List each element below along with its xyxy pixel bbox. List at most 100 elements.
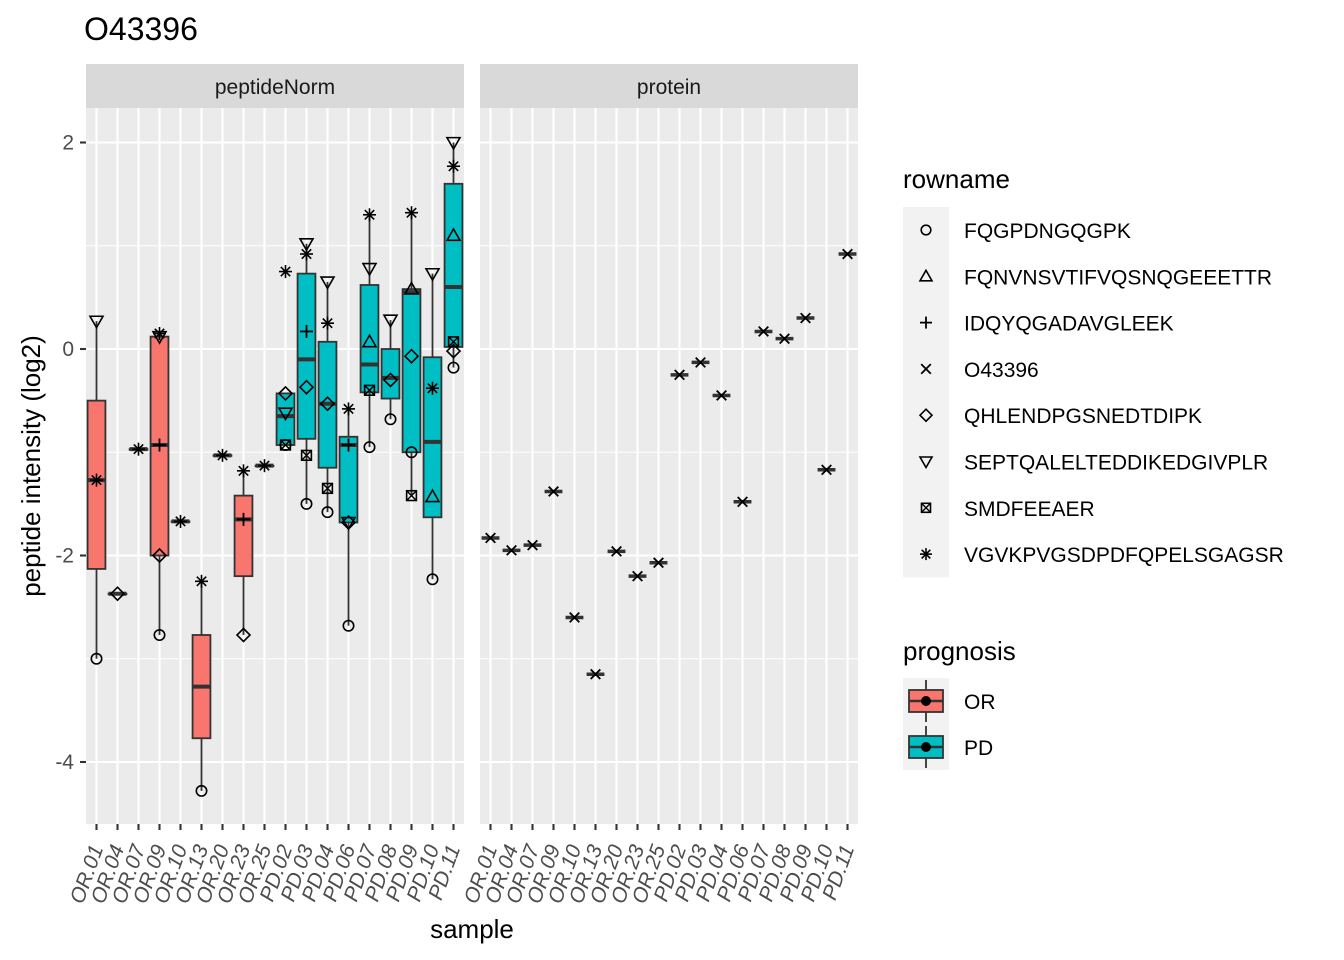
point-triangle-down (382, 314, 399, 329)
point-diamond (151, 547, 168, 564)
legend-key-triangle (918, 268, 934, 282)
point-circle (426, 573, 439, 586)
facet-panel-protein: proteinOR.01OR.04OR.07OR.09OR.10OR.13OR.… (460, 64, 859, 907)
legend-label: O43396 (964, 359, 1039, 382)
point-triangle (424, 488, 441, 503)
point-triangle (403, 281, 420, 295)
legend-key-dot (921, 742, 931, 752)
facet-strip-peptideNorm (86, 64, 464, 108)
legend-label: SEPTQALELTEDDIKEDGIVPLR (964, 452, 1268, 475)
point-diamond (382, 372, 399, 388)
box-body (422, 356, 443, 519)
legend-label: OR (964, 691, 996, 714)
point-asterisk (363, 208, 376, 222)
x-axis-title: sample (430, 914, 514, 944)
y-tick-label: 0 (62, 338, 74, 361)
point-triangle-down (277, 407, 294, 422)
protein-value-OR.23 (628, 570, 647, 582)
y-tick-label: -4 (55, 751, 74, 774)
point-circle (405, 446, 418, 459)
point-triangle-down (361, 262, 378, 277)
point-square-cross (447, 336, 460, 348)
point-diamond (235, 627, 252, 643)
box-body (296, 272, 317, 440)
y-tick-label: -2 (55, 545, 74, 568)
point-asterisk (132, 442, 145, 456)
legend-keys-background (903, 207, 949, 578)
point-cross (590, 668, 601, 680)
point-square-cross (300, 449, 313, 462)
point-cross (611, 545, 622, 557)
point-circle (300, 497, 313, 510)
protein-value-PD.06 (733, 496, 752, 508)
point-circle (90, 652, 103, 665)
protein-value-OR.09 (544, 486, 563, 497)
point-cross (632, 570, 643, 582)
box-PD.10 (422, 273, 443, 580)
point-diamond (319, 396, 336, 412)
point-diamond (445, 343, 462, 359)
point-circle (384, 413, 397, 426)
point-circle (342, 619, 355, 632)
point-cross (527, 539, 538, 551)
box-body (359, 284, 380, 394)
point-diamond (403, 348, 420, 364)
legend-label: IDQYQGADAVGLEEK (964, 313, 1174, 336)
y-axis-title: peptide intensity (log2) (16, 335, 46, 597)
point-cross (821, 464, 832, 476)
chart-title: O43396 (84, 11, 198, 47)
legend-label: SMDFEEAER (964, 498, 1095, 521)
box-body (338, 435, 359, 524)
point-asterisk (405, 206, 418, 220)
legend-title-prognosis: prognosis (903, 636, 1016, 666)
point-asterisk (216, 448, 229, 462)
point-cross (800, 312, 811, 324)
point-cross (506, 544, 517, 556)
protein-value-OR.07 (523, 539, 542, 551)
point-circle (195, 784, 208, 797)
legend-label: FQNVNSVTIFVQSNQGEEETTR (964, 266, 1272, 289)
protein-value-PD.11 (838, 248, 857, 260)
point-asterisk (153, 327, 166, 341)
point-triangle-down (424, 267, 441, 282)
legend-key-circle (920, 224, 932, 236)
box-body (443, 182, 464, 348)
protein-value-OR.10 (565, 612, 584, 623)
point-asterisk (447, 159, 460, 173)
legend-key-prognosis-PD (903, 724, 949, 770)
point-diamond (340, 514, 357, 531)
point-cross (695, 356, 706, 368)
legend-key-prognosis-OR (903, 678, 949, 724)
facet-panel-peptideNorm: peptideNormOR.01OR.04OR.07OR.09OR.10OR.1… (66, 64, 465, 907)
point-circle (279, 439, 292, 452)
protein-value-PD.03 (691, 356, 710, 368)
point-asterisk (342, 402, 355, 416)
point-cross (653, 557, 664, 569)
facet-strip-label-protein: protein (637, 76, 701, 99)
y-tick-label: 2 (62, 132, 74, 155)
point-asterisk (237, 464, 250, 478)
protein-value-OR.20 (607, 545, 626, 557)
facet-strip-protein (480, 64, 858, 108)
legend: rowname FQGPDNGQGPK FQNVNSVTIFVQSNQGEEETTR… (903, 164, 1284, 770)
point-triangle-down (319, 276, 336, 290)
y-axis: 2 0 -2 -4 (55, 132, 86, 774)
point-plus (237, 512, 250, 526)
legend-key-dot (921, 696, 931, 706)
point-triangle (361, 333, 378, 348)
point-asterisk (90, 473, 103, 487)
point-square-cross (363, 384, 376, 396)
point-cross (548, 486, 559, 497)
point-cross (674, 369, 685, 381)
legend-label: QHLENDPGSNEDTDIPK (964, 405, 1202, 428)
legend-key-square-cross (920, 502, 932, 514)
point-triangle-down (445, 136, 462, 151)
point-cross (569, 612, 580, 623)
protein-value-PD.08 (775, 333, 794, 345)
points-protein (481, 248, 857, 680)
panel-background-protein (480, 108, 858, 824)
protein-value-PD.09 (796, 312, 815, 324)
protein-value-OR.13 (586, 668, 605, 680)
box-body (233, 494, 254, 578)
